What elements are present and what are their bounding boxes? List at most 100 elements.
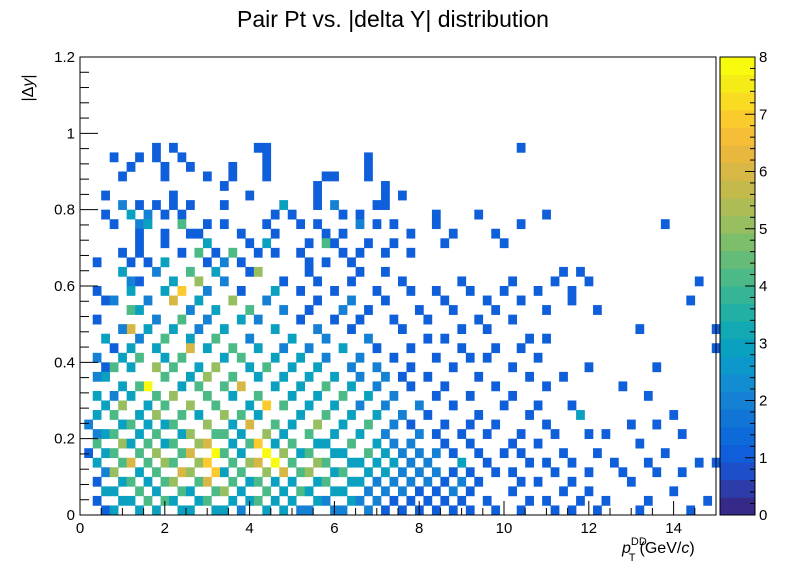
- heatmap-bin: [177, 429, 187, 439]
- heatmap-bin: [262, 467, 272, 478]
- heatmap-bin: [245, 333, 255, 344]
- heatmap-bin: [313, 200, 322, 210]
- heatmap-bin: [381, 200, 390, 210]
- heatmap-bin: [287, 362, 297, 373]
- z-tick-label: 7: [759, 106, 767, 123]
- palette-band: [720, 356, 755, 375]
- heatmap-bin: [118, 457, 127, 468]
- heatmap-bin: [313, 457, 322, 468]
- heatmap-bin: [381, 400, 390, 411]
- heatmap-bin: [364, 238, 373, 249]
- heatmap-bin: [135, 381, 144, 392]
- heatmap-bin: [279, 343, 289, 354]
- heatmap-bin: [643, 457, 653, 468]
- heatmap-bin: [389, 390, 399, 401]
- heatmap-bin: [516, 429, 526, 439]
- heatmap-bin: [219, 324, 229, 335]
- heatmap-bin: [118, 495, 127, 506]
- heatmap-bin: [431, 467, 441, 478]
- heatmap-bin: [194, 276, 204, 287]
- heatmap-bin: [169, 362, 178, 373]
- heatmap-bin: [431, 390, 441, 401]
- heatmap-bin: [465, 352, 475, 363]
- heatmap-bin: [296, 286, 306, 296]
- heatmap-bin: [143, 419, 153, 430]
- heatmap-bin: [516, 448, 526, 459]
- heatmap-bin: [160, 228, 170, 239]
- heatmap-bin: [381, 429, 390, 439]
- heatmap-bin: [550, 429, 560, 439]
- heatmap-bin: [465, 467, 475, 478]
- heatmap-bin: [516, 476, 526, 487]
- heatmap-bin: [643, 390, 653, 401]
- heatmap-bin: [398, 486, 407, 497]
- color-palette: [719, 56, 756, 516]
- heatmap-bin: [347, 438, 356, 449]
- heatmap-bin: [126, 419, 136, 430]
- heatmap-bin: [177, 286, 187, 296]
- heatmap-bin: [347, 257, 356, 268]
- heatmap-bin: [211, 429, 221, 439]
- heatmap-bin: [169, 276, 178, 287]
- heatmap-bin: [559, 266, 568, 277]
- palette-band: [720, 409, 755, 428]
- heatmap-bin: [245, 476, 255, 487]
- heatmap-bin: [610, 457, 619, 468]
- heatmap-bin: [584, 486, 594, 497]
- heatmap-bin: [270, 352, 280, 363]
- heatmap-bin: [389, 238, 399, 249]
- x-tick-label: 14: [665, 520, 682, 537]
- x-label-main: p: [621, 540, 631, 557]
- heatmap-bin: [491, 228, 501, 239]
- z-tick-label: 2: [759, 393, 767, 410]
- heatmap-bin: [381, 505, 390, 516]
- heatmap-bin: [389, 457, 399, 468]
- heatmap-bin: [677, 467, 687, 478]
- palette-band: [720, 497, 755, 516]
- heatmap-bin: [381, 190, 390, 201]
- heatmap-bin: [194, 457, 204, 468]
- heatmap-bin: [338, 419, 348, 430]
- heatmap-bin: [262, 171, 272, 182]
- heatmap-bin: [508, 276, 518, 287]
- heatmap-bin: [186, 200, 195, 210]
- palette-band: [720, 74, 755, 93]
- heatmap-bin: [279, 400, 289, 411]
- heatmap-bin: [228, 161, 238, 172]
- heatmap-bin: [347, 362, 356, 373]
- heatmap-bin: [313, 476, 322, 487]
- heatmap-bin: [211, 333, 221, 344]
- heatmap-bin: [448, 228, 458, 239]
- heatmap-bin: [279, 429, 289, 439]
- heatmap-bin: [635, 438, 645, 449]
- y-tick-label: 0: [67, 507, 75, 524]
- heatmap-bin: [135, 228, 144, 239]
- heatmap-bin: [245, 266, 255, 277]
- heatmap-bin: [542, 495, 551, 506]
- heatmap-bin: [177, 219, 187, 230]
- palette-band: [720, 268, 755, 287]
- heatmap-bin: [338, 467, 348, 478]
- heatmap-bin: [457, 495, 467, 506]
- heatmap-bin: [440, 333, 450, 344]
- heatmap-bin: [262, 142, 272, 153]
- heatmap-bin: [92, 457, 102, 468]
- heatmap-bin: [542, 333, 551, 344]
- chart-title: Pair Pt vs. |delta Y| distribution: [237, 6, 549, 32]
- heatmap-bin: [262, 238, 272, 249]
- heatmap-bin: [236, 352, 246, 363]
- heatmap-bin: [330, 486, 339, 497]
- heatmap-bin: [186, 333, 195, 344]
- heatmap-bin: [660, 448, 670, 459]
- heatmap-bin: [660, 219, 670, 230]
- heatmap-bin: [118, 247, 127, 258]
- y-tick-label: 0.6: [54, 278, 75, 295]
- heatmap-bin: [135, 238, 144, 249]
- heatmap-bin: [431, 209, 441, 220]
- y-tick-label: 0.4: [54, 354, 75, 371]
- heatmap-bin: [160, 419, 170, 430]
- heatmap-bin: [228, 171, 238, 182]
- heatmap-bin: [118, 476, 127, 487]
- heatmap-bin: [406, 476, 416, 487]
- heatmap-bin: [296, 247, 306, 258]
